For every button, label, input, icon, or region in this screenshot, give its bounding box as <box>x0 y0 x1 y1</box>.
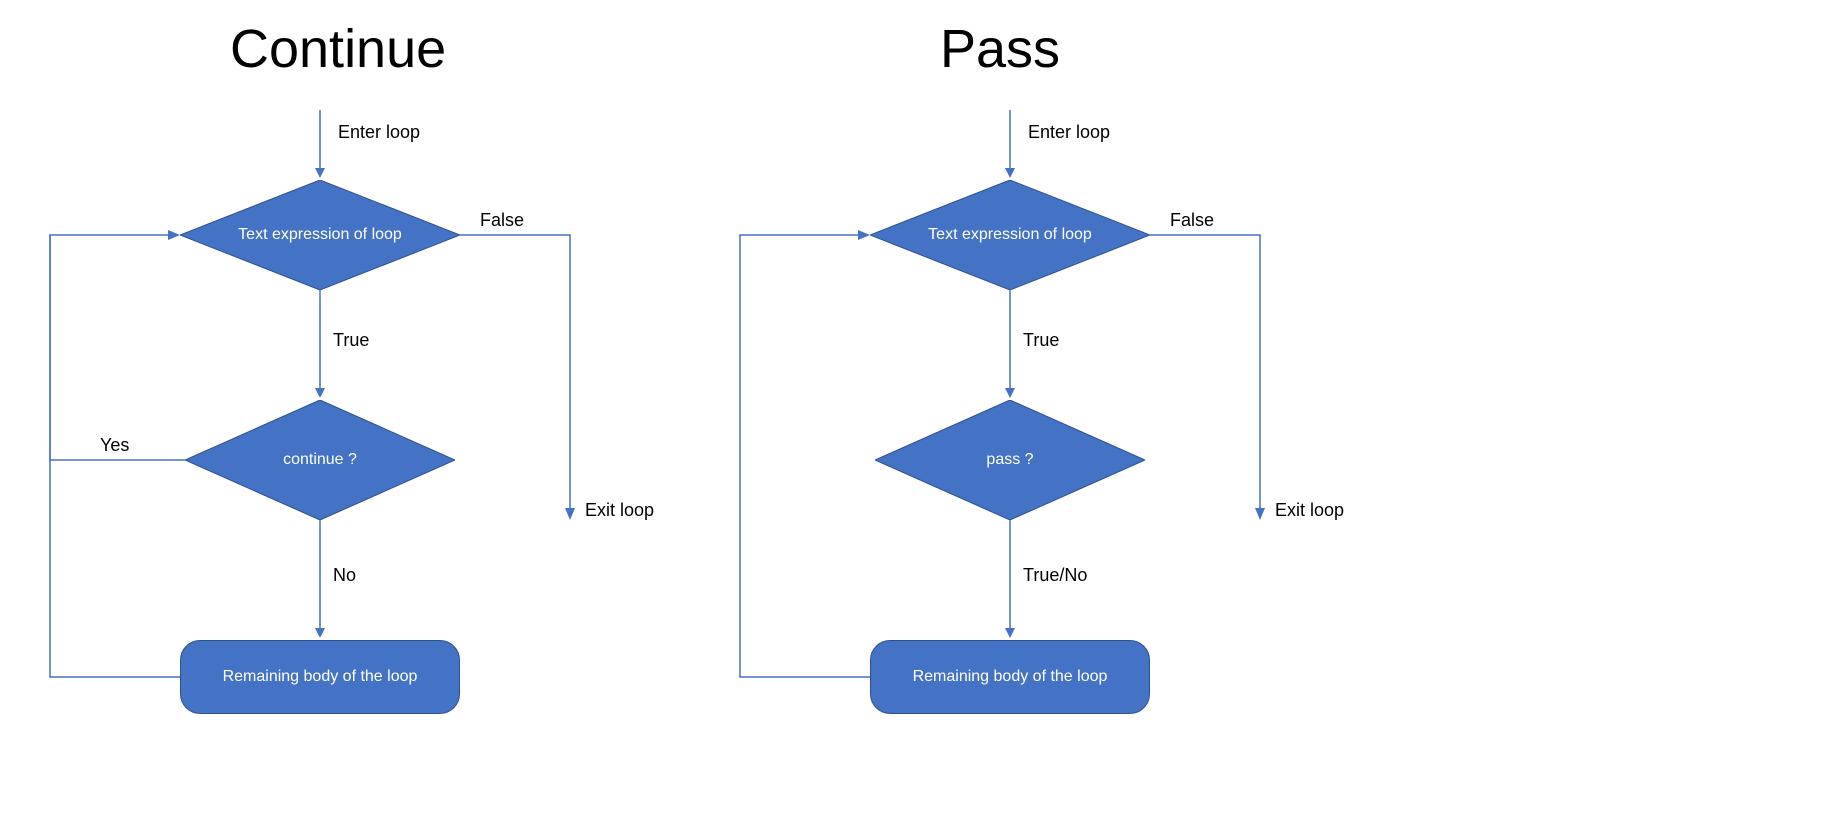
edge-label-exit: Exit loop <box>585 500 654 521</box>
continue-decision-continue: continue ? <box>185 400 455 520</box>
pass-decision-loop-test: Text expression of loop <box>870 180 1150 290</box>
continue-edge-true <box>310 290 330 402</box>
edge-label-true: True <box>333 330 369 351</box>
edge-label-trueno: True/No <box>1023 565 1087 586</box>
edge-label-exit: Exit loop <box>1275 500 1344 521</box>
edge-label-false: False <box>1170 210 1214 231</box>
edge-label-no: No <box>333 565 356 586</box>
pass-decision-pass: pass ? <box>875 400 1145 520</box>
pass-edge-false <box>1150 225 1270 525</box>
title-pass: Pass <box>940 18 1060 80</box>
pass-edge-trueno <box>1000 520 1020 642</box>
pass-edge-loopback <box>730 225 880 695</box>
node-label: Text expression of loop <box>928 226 1092 244</box>
continue-edge-no <box>310 520 330 642</box>
continue-remaining-body: Remaining body of the loop <box>180 640 460 714</box>
pass-remaining-body: Remaining body of the loop <box>870 640 1150 714</box>
edge-label-true: True <box>1023 330 1059 351</box>
continue-edge-false <box>460 225 580 525</box>
edge-label-yes: Yes <box>100 435 129 456</box>
continue-edge-loopback <box>40 225 190 695</box>
edge-label-enter: Enter loop <box>1028 122 1110 143</box>
title-continue: Continue <box>230 18 446 80</box>
pass-edge-true <box>1000 290 1020 402</box>
edge-label-false: False <box>480 210 524 231</box>
node-label: Text expression of loop <box>238 226 402 244</box>
node-label: Remaining body of the loop <box>913 668 1108 686</box>
edge-label-enter: Enter loop <box>338 122 420 143</box>
continue-edge-enter <box>310 110 330 180</box>
node-label: continue ? <box>283 451 357 469</box>
node-label: Remaining body of the loop <box>223 668 418 686</box>
pass-edge-enter <box>1000 110 1020 180</box>
node-label: pass ? <box>986 451 1033 469</box>
continue-decision-loop-test: Text expression of loop <box>180 180 460 290</box>
